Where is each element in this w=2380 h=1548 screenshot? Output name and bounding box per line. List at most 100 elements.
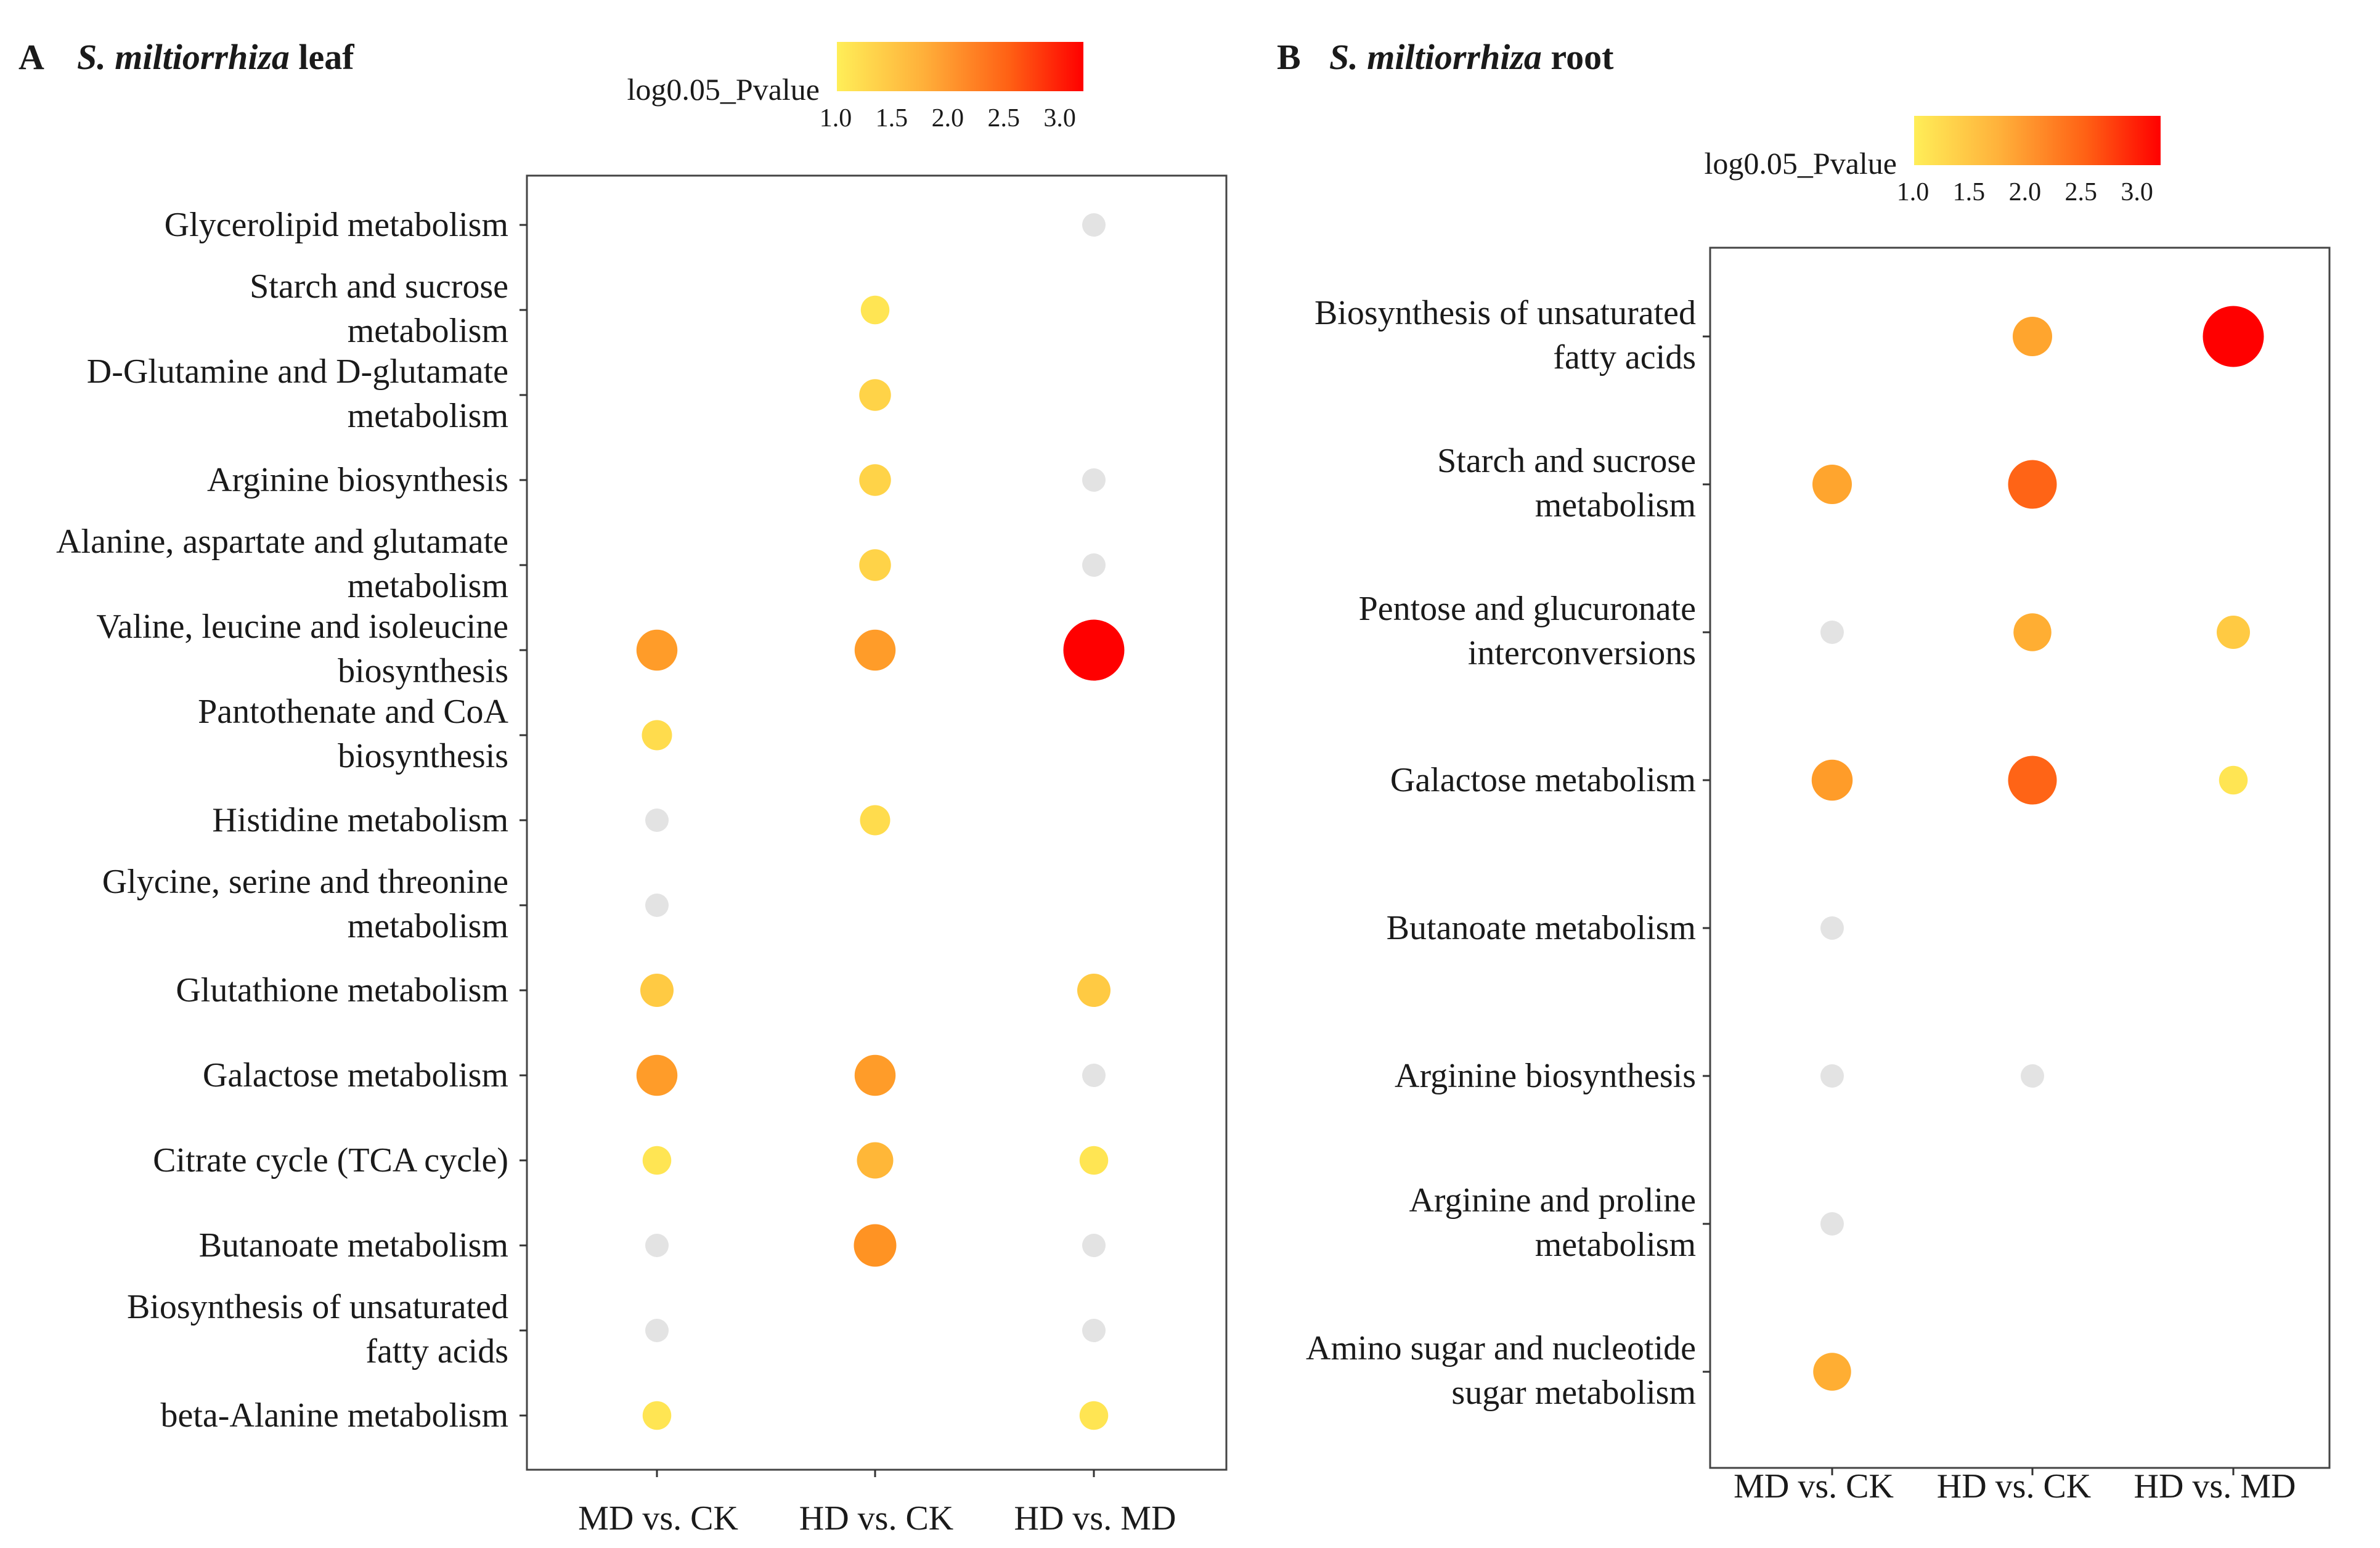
panel-b-point	[2008, 756, 2057, 805]
panel-a-row-label: Glycerolipid metabolism	[165, 206, 508, 244]
panel-a-row-label: beta-Alanine metabolism	[161, 1396, 508, 1435]
panel-b-point	[2203, 306, 2264, 367]
panel-b-plot-frame	[1709, 246, 2331, 1469]
panel-a-point	[859, 464, 891, 496]
panel-a-point	[1082, 468, 1106, 492]
panel-a-point	[1077, 974, 1111, 1007]
panel-a-col-label: HD vs. MD	[1014, 1499, 1176, 1538]
panel-a-plot-frame	[526, 174, 1228, 1471]
panel-a-point	[645, 1234, 669, 1257]
panel-a-species: S. miltiorrhiza	[77, 37, 290, 77]
panel-b-point	[1820, 1064, 1844, 1088]
panel-a-row-label: Valine, leucine and isoleucine	[96, 608, 508, 646]
panel-a-row-label: biosynthesis	[338, 737, 508, 775]
panel-b-point	[1811, 759, 1853, 801]
panel-a-point	[859, 549, 891, 581]
panel-a-point	[636, 629, 678, 671]
panel-a-point	[645, 1319, 669, 1342]
panel-a-point	[854, 1224, 897, 1267]
panel-a-row-label: Butanoate metabolism	[199, 1226, 508, 1265]
panel-a-point	[640, 974, 674, 1007]
panel-b-col-label: HD vs. MD	[2134, 1467, 2296, 1505]
panel-a-point	[1082, 1064, 1106, 1087]
panel-a-point	[1063, 619, 1125, 681]
panel-b-row-label: Amino sugar and nucleotide	[1306, 1329, 1696, 1367]
panel-b-row-label: Galactose metabolism	[1390, 761, 1696, 799]
panel-b-legend: log0.05_Pvalue 1.0 1.5 2.0 2.5 3.0	[1705, 116, 2161, 206]
panel-b-point	[2013, 317, 2052, 356]
panel-b-label: B	[1277, 37, 1301, 77]
panel-b-point	[1812, 465, 1852, 504]
panel-b-legend-tick: 1.5	[1953, 178, 1986, 206]
panel-a-point	[1082, 1234, 1106, 1257]
panel-b: B S. miltiorrhiza root log0.05_Pvalue 1.…	[1277, 37, 2331, 1505]
panel-b-point	[1820, 621, 1844, 644]
panel-b-row-label: fatty acids	[1553, 338, 1696, 377]
panel-a-point	[857, 1142, 894, 1179]
panel-b-row-label: Pentose and glucuronate	[1359, 590, 1696, 628]
panel-b-col-label: HD vs. CK	[1937, 1467, 2091, 1505]
panel-b-legend-title: log0.05_Pvalue	[1705, 146, 1897, 181]
panel-b-col-label: MD vs. CK	[1734, 1467, 1894, 1505]
panel-a-point	[1082, 1319, 1106, 1342]
panel-a-point	[642, 1146, 672, 1175]
panel-b-tissue: root	[1551, 37, 1614, 77]
panel-a-row-label: metabolism	[348, 567, 508, 605]
panel-b-species: S. miltiorrhiza	[1329, 37, 1542, 77]
panel-b-point	[2217, 616, 2250, 649]
panel-a-label: A	[18, 37, 44, 77]
panel-a-row-label: metabolism	[348, 397, 508, 435]
panel-a-point	[1079, 1146, 1109, 1175]
panel-a-row-label: Pantothenate and CoA	[198, 693, 508, 731]
panel-a-point	[860, 805, 890, 836]
panel-a-row-label: Starch and sucrose	[250, 267, 508, 306]
panel-b-legend-tick: 2.0	[2009, 178, 2042, 206]
panel-a-point	[1082, 213, 1106, 237]
panel-a-row-label: Alanine, aspartate and glutamate	[56, 523, 508, 561]
panel-b-point	[2219, 765, 2248, 795]
panel-a-legend-tick: 2.0	[932, 104, 964, 132]
panel-a-row-label: fatty acids	[365, 1332, 508, 1371]
panel-a-point	[642, 1401, 672, 1430]
panel-b-row-label: interconversions	[1468, 634, 1696, 672]
panel-b-row-label: Arginine and proline	[1409, 1181, 1696, 1220]
panel-b-row-label: metabolism	[1535, 1226, 1696, 1264]
panel-a-title: S. miltiorrhiza leaf	[77, 37, 354, 77]
panel-b-row-label: sugar metabolism	[1451, 1374, 1696, 1412]
panel-a-point	[1079, 1401, 1109, 1430]
panel-b-legend-tick: 2.5	[2064, 178, 2097, 206]
panel-a-legend-tick: 1.0	[820, 104, 852, 132]
panel-b-row-label: Arginine biosynthesis	[1395, 1057, 1696, 1095]
panel-a-legend: log0.05_Pvalue 1.0 1.5 2.0 2.5 3.0	[627, 42, 1083, 132]
panel-a-row-label: Glycine, serine and threonine	[102, 863, 508, 901]
panel-a-point	[859, 379, 891, 411]
panel-b-point	[2021, 1064, 2044, 1088]
panel-b-point	[1820, 916, 1844, 940]
panel-a-point	[636, 1054, 678, 1096]
panel-a-row-label: Citrate cycle (TCA cycle)	[153, 1141, 508, 1179]
panel-a: A S. miltiorrhiza leaf log0.05_Pvalue 1.…	[18, 37, 1228, 1538]
panel-a-row-label: Glutathione metabolism	[176, 971, 508, 1009]
panel-a-point	[645, 809, 669, 832]
panel-a-point	[1082, 553, 1106, 577]
panel-a-point	[854, 629, 896, 671]
panel-a-tissue: leaf	[298, 37, 354, 77]
panel-b-row-label: Butanoate metabolism	[1387, 909, 1696, 947]
panel-a-row-label: biosynthesis	[338, 652, 508, 690]
panel-b-row-label: Biosynthesis of unsaturated	[1314, 294, 1696, 332]
panel-b-row-label: metabolism	[1535, 486, 1696, 524]
panel-a-point	[642, 720, 672, 751]
panel-a-point	[645, 894, 669, 917]
panel-a-legend-title: log0.05_Pvalue	[627, 72, 820, 107]
panel-a-legend-tick: 1.5	[876, 104, 908, 132]
panel-b-point	[2008, 460, 2057, 509]
panel-a-legend-tick: 2.5	[987, 104, 1020, 132]
panel-a-legend-tick: 3.0	[1043, 104, 1076, 132]
panel-b-legend-tick: 3.0	[2121, 178, 2153, 206]
panel-a-row-label: D-Glutamine and D-glutamate	[87, 352, 508, 391]
panel-a-row-label: Histidine metabolism	[212, 801, 508, 839]
panel-a-col-label: MD vs. CK	[578, 1499, 738, 1538]
panel-a-point	[854, 1054, 896, 1096]
panel-b-row-label: Starch and sucrose	[1437, 442, 1696, 480]
panel-a-row-label: Biosynthesis of unsaturated	[127, 1288, 508, 1326]
